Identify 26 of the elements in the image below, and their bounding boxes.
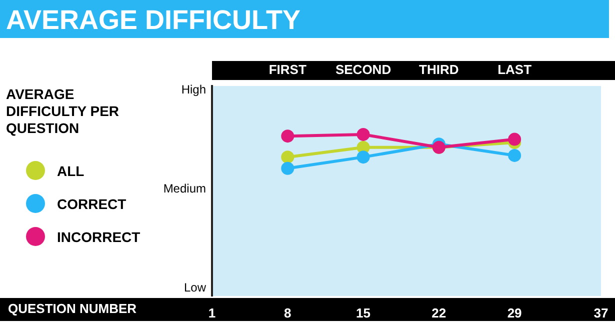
- x-tick-label: 1: [208, 305, 216, 320]
- text: LAST: [498, 62, 532, 78]
- point: [281, 150, 294, 164]
- legend-label: CORRECT: [57, 196, 126, 212]
- point: [281, 162, 294, 175]
- text: FIRST: [268, 62, 306, 78]
- x-tick-label: 22: [432, 305, 446, 320]
- x-tick-label: 37: [594, 305, 608, 320]
- text: Medium: [163, 181, 206, 196]
- text: Low: [184, 280, 206, 294]
- point: [281, 130, 294, 143]
- x-tick-label: 29: [507, 305, 522, 320]
- point: [356, 128, 370, 141]
- point: [508, 132, 522, 146]
- text: THIRD: [419, 62, 459, 78]
- legend-label: ALL: [57, 162, 84, 178]
- point: [356, 150, 370, 164]
- text: SECOND: [335, 62, 392, 78]
- x-tick-label: 8: [284, 305, 292, 320]
- legend-label: INCORRECT: [57, 228, 140, 244]
- text: QUESTION NUMBER: [8, 301, 138, 316]
- legend-title: AVERAGE DIFFICULTY PER QUESTION: [6, 86, 120, 137]
- chart-title: AVERAGE DIFFICULTY: [0, 0, 609, 38]
- point: [508, 148, 522, 162]
- x-tick-label: 15: [356, 305, 371, 320]
- text: High: [181, 82, 206, 96]
